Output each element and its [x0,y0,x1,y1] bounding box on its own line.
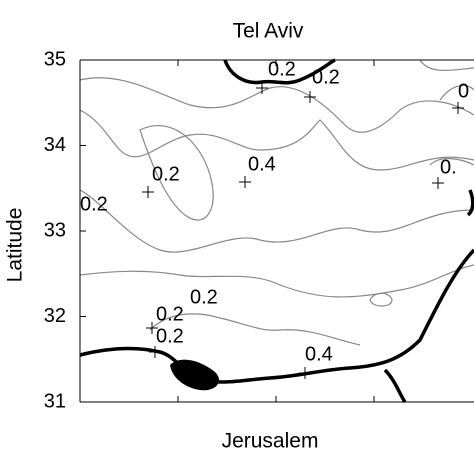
contour-marker [299,367,311,379]
contour-label: 0.2 [156,325,184,347]
contour-label: 0.2 [190,286,218,308]
contour-labels: 0.2 0.200.2 0.40.20.0.20.20.20.4 [80,58,469,379]
contour-marker [452,102,464,114]
contour-label: 0.2 [268,58,296,80]
contour-label: 0.2 [80,193,108,215]
contour-marker [142,186,154,198]
contour-marker [304,91,316,103]
y-tick-label: 34 [44,134,66,156]
contour-marker [146,322,158,334]
x-ticks [177,60,375,402]
contour-marker [256,82,268,94]
contour-label: 0.2 [312,66,340,88]
y-tick-label: 31 [44,390,66,412]
contour-label: 0.2 [152,163,180,185]
contour-label: 0 [458,80,469,102]
contour-marker [239,176,251,188]
contour-marker [149,346,161,358]
contour-label: 0.4 [305,343,333,365]
contour-label: 0.2 [156,303,184,325]
y-tick-label: 33 [44,219,66,241]
contour-label: 0.4 [248,153,276,175]
contour-marker [432,177,444,189]
contour-label: 0. [440,156,457,178]
y-axis-label: Latitude [4,208,27,283]
chart-title: Tel Aviv [233,20,304,43]
contours [79,59,474,346]
coastline [79,58,474,404]
y-tick-label: 32 [44,305,66,327]
x-axis-label: Jerusalem [222,430,319,453]
y-tick-label: 35 [44,48,66,70]
